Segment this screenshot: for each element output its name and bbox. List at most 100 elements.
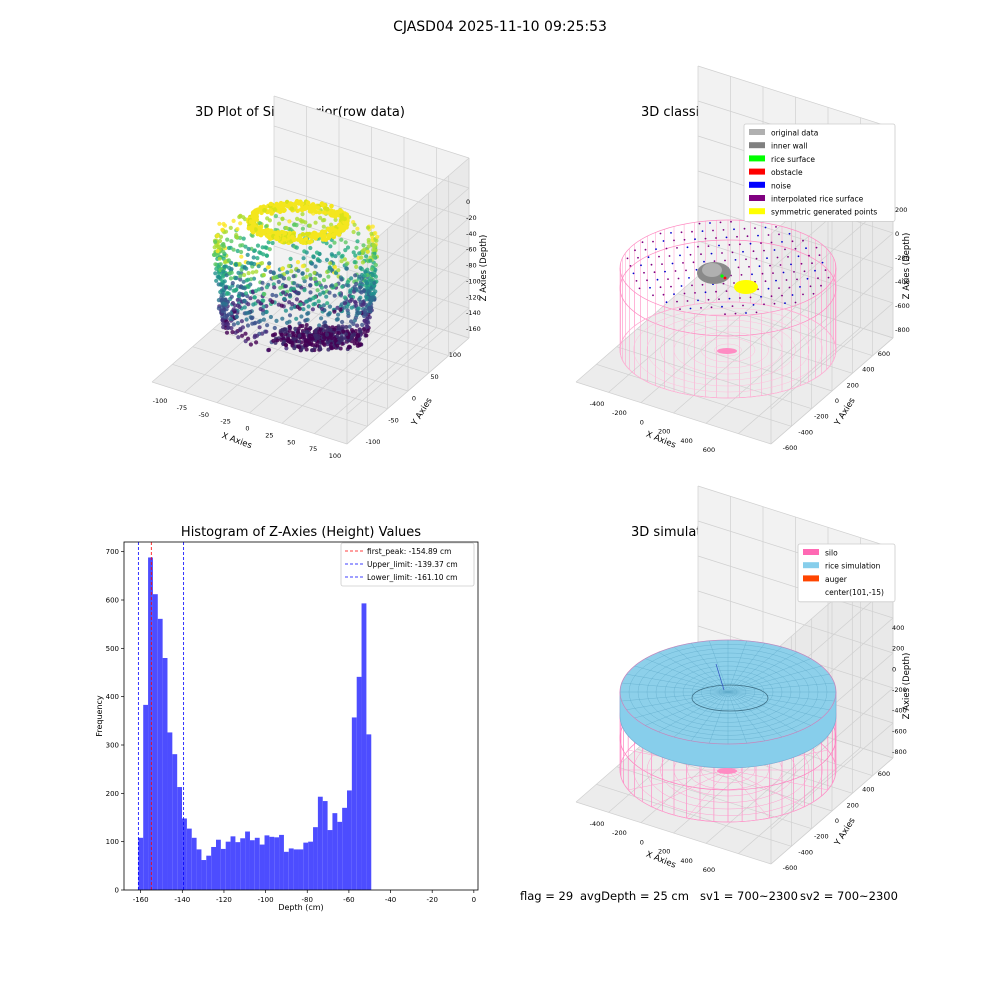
data-point	[238, 277, 243, 282]
surface-point	[683, 292, 686, 295]
legend-swatch	[749, 129, 765, 135]
data-point	[338, 293, 344, 298]
x-tick-label: -100	[153, 397, 168, 405]
legend-label: silo	[825, 549, 838, 558]
data-point	[246, 226, 252, 231]
data-point	[301, 256, 306, 261]
data-point	[371, 295, 376, 300]
data-point	[258, 221, 263, 226]
data-point	[253, 288, 258, 293]
histogram-bar	[172, 754, 178, 890]
data-point	[335, 317, 340, 322]
data-point	[332, 265, 338, 270]
surface-point	[752, 250, 755, 253]
surface-point	[653, 271, 656, 274]
data-point	[368, 258, 373, 263]
x-tick-label: 400	[680, 437, 692, 445]
z-tick-label: 200	[892, 645, 904, 653]
histogram-bar	[322, 801, 328, 890]
rice-mesh-spoke	[727, 646, 783, 693]
data-point	[264, 329, 269, 334]
data-point	[330, 283, 335, 288]
silo-floor-ring	[633, 307, 823, 393]
surface-point	[640, 264, 642, 267]
data-point	[314, 250, 320, 255]
data-point	[368, 255, 373, 260]
surface-point	[775, 226, 777, 228]
data-point	[261, 311, 266, 316]
data-point	[301, 332, 306, 337]
data-point	[287, 319, 292, 324]
surface-point	[799, 286, 801, 288]
surface-point	[641, 241, 644, 244]
x-tick-label: -400	[590, 400, 605, 408]
data-point	[219, 298, 224, 303]
grid-line	[677, 293, 873, 357]
data-point	[286, 336, 291, 341]
histogram-bar	[361, 603, 367, 890]
surface-point	[665, 247, 668, 250]
surface-point	[770, 295, 773, 298]
data-point	[246, 302, 251, 307]
histogram-bar	[249, 840, 255, 890]
data-point	[288, 201, 293, 206]
data-point	[243, 291, 249, 296]
histogram-bar	[332, 813, 338, 890]
surface-point	[728, 297, 731, 300]
surface-point	[821, 261, 824, 264]
surface-point	[692, 261, 695, 264]
data-point	[331, 232, 336, 238]
silo-floor-spoke	[686, 769, 729, 819]
histogram-bar	[240, 838, 246, 890]
data-point	[319, 306, 325, 311]
x-tick-label: 50	[287, 438, 295, 446]
data-point	[329, 252, 334, 257]
silo-floor-ring	[700, 337, 756, 363]
silo-floor-ring	[673, 325, 783, 375]
surface-point	[721, 252, 723, 254]
data-point	[293, 204, 298, 210]
data-point	[239, 249, 244, 255]
auger-line	[715, 663, 725, 691]
data-point	[244, 311, 249, 316]
x-tick-label: 0	[472, 896, 476, 904]
data-point	[321, 278, 327, 283]
data-point	[258, 232, 264, 238]
surface-point	[689, 307, 692, 310]
x-tick-label: 0	[640, 838, 644, 846]
data-point	[224, 330, 230, 335]
histogram-bar	[254, 837, 260, 890]
data-point	[299, 285, 304, 290]
data-point	[261, 298, 266, 303]
surface-point	[635, 280, 638, 282]
surface-point	[781, 294, 783, 297]
rice-mesh-spoke	[727, 691, 747, 744]
data-point	[294, 316, 299, 321]
data-point	[375, 234, 380, 239]
data-point	[287, 313, 293, 318]
data-point	[219, 293, 224, 298]
data-point	[280, 216, 285, 222]
data-point	[300, 271, 305, 276]
surface-point	[689, 253, 692, 256]
y-tick-label: -400	[798, 848, 813, 856]
data-point	[212, 252, 217, 257]
data-point	[231, 218, 236, 223]
surface-point	[815, 246, 818, 249]
data-point	[236, 270, 241, 275]
data-point	[302, 288, 307, 293]
data-point	[310, 307, 315, 312]
data-point	[356, 334, 361, 338]
histogram-bar	[245, 831, 250, 890]
surface-point	[688, 277, 690, 279]
surface-point	[784, 302, 786, 304]
legend-label: auger	[825, 575, 848, 584]
data-point	[300, 212, 305, 217]
data-point	[274, 318, 279, 323]
data-point	[305, 268, 310, 273]
data-point	[318, 215, 323, 220]
histogram-bar	[351, 717, 357, 890]
data-point	[349, 276, 354, 281]
data-point	[224, 307, 229, 312]
data-point	[371, 254, 376, 259]
